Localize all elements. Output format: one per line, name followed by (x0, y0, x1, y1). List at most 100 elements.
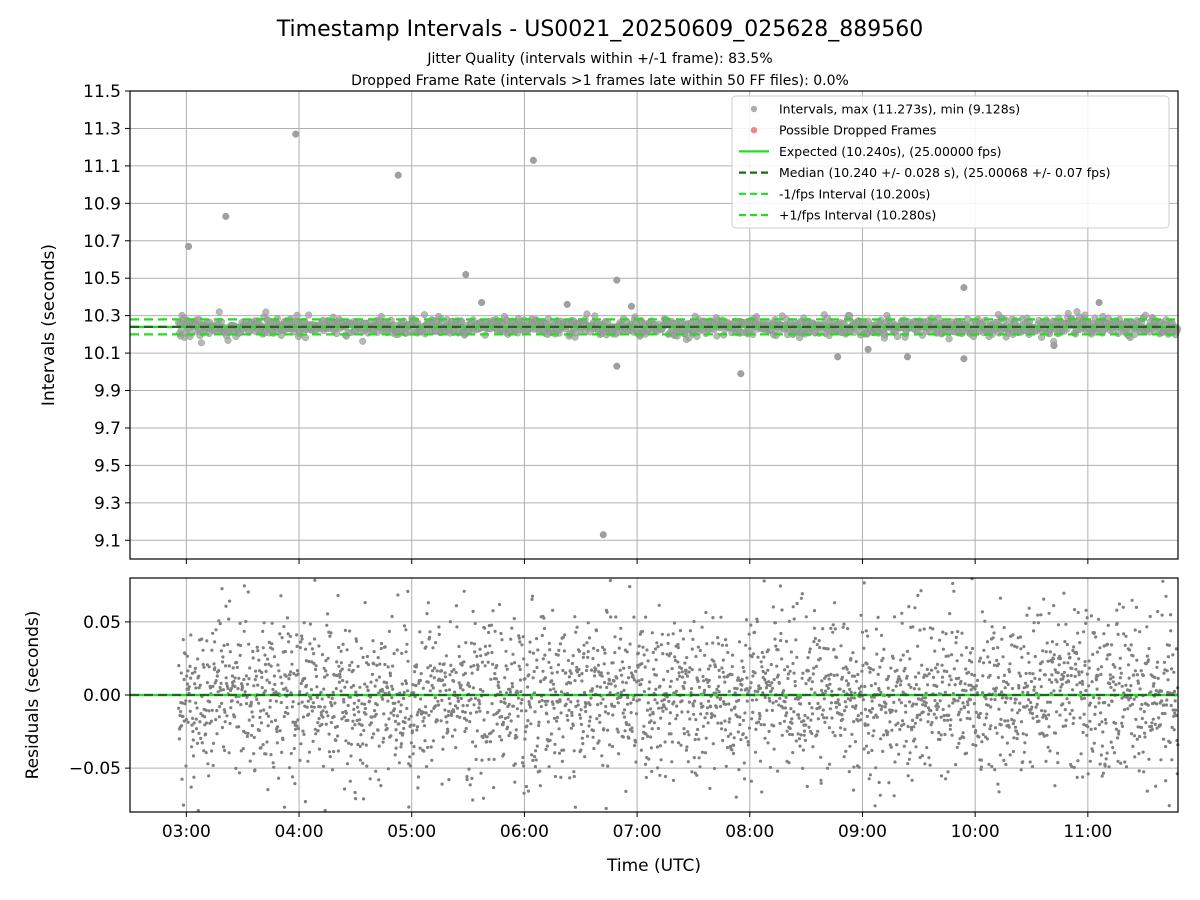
residual-point (939, 715, 943, 719)
residual-point (705, 706, 710, 710)
residual-point (1056, 623, 1061, 627)
residual-point (637, 698, 642, 702)
residual-point (462, 660, 466, 664)
residual-point (572, 770, 576, 774)
residual-point (350, 660, 354, 664)
residual-point (930, 720, 934, 725)
residual-point (334, 738, 338, 743)
residual-point (619, 637, 623, 641)
residual-point (191, 738, 195, 742)
residual-point (241, 747, 245, 751)
residual-point (813, 636, 818, 641)
residual-point (1039, 685, 1043, 689)
residual-point (492, 786, 496, 790)
interval-point (215, 308, 223, 316)
residual-point (330, 768, 335, 772)
residual-point (507, 702, 511, 706)
residual-point (386, 665, 390, 669)
residual-point (585, 734, 590, 738)
residual-point (569, 671, 573, 676)
residual-point (348, 695, 352, 699)
residual-point (1123, 760, 1127, 764)
residual-point (500, 638, 504, 642)
residual-point (583, 755, 587, 759)
residual-point (1128, 696, 1133, 700)
residual-point (919, 589, 923, 593)
residual-point (954, 763, 958, 767)
residual-point (228, 650, 232, 654)
residual-point (510, 685, 515, 689)
residual-point (964, 667, 968, 671)
residual-point (888, 720, 892, 724)
residual-point (776, 673, 780, 677)
residual-point (1028, 671, 1032, 675)
residual-point (370, 736, 374, 740)
residual-point (634, 740, 638, 744)
residual-point (1064, 622, 1068, 626)
residual-point (748, 647, 752, 651)
residual-point (415, 725, 420, 729)
residual-point (247, 677, 251, 681)
residual-point (435, 669, 439, 673)
residual-point (1172, 728, 1176, 732)
residual-point (419, 672, 423, 676)
residual-point (280, 681, 284, 685)
residual-point (852, 765, 856, 769)
residual-point (457, 654, 461, 659)
residual-point (194, 727, 199, 731)
residual-point (996, 675, 1001, 680)
residual-point (993, 726, 998, 730)
residual-point (916, 644, 920, 648)
residual-point (835, 673, 839, 677)
residual-point (809, 718, 813, 722)
residual-point (608, 743, 612, 747)
residual-point (995, 658, 999, 663)
residual-point (456, 696, 460, 700)
residual-point (596, 663, 601, 667)
residual-point (1048, 650, 1052, 654)
residual-point (945, 669, 949, 674)
residual-point (1086, 725, 1090, 729)
residual-point (366, 663, 371, 667)
residual-point (588, 715, 592, 719)
residual-point (552, 706, 556, 710)
residual-point (574, 630, 578, 634)
residual-point (416, 786, 420, 790)
residual-point (535, 665, 539, 670)
residual-point (567, 675, 572, 679)
residual-point (538, 784, 542, 788)
residual-point (701, 724, 706, 728)
residual-point (1075, 775, 1079, 780)
residual-point (783, 706, 788, 710)
residual-point (1081, 775, 1085, 779)
residual-point (611, 661, 615, 665)
residual-point (412, 691, 416, 695)
residual-point (842, 622, 846, 626)
residual-point (721, 658, 725, 662)
residual-point (218, 685, 222, 690)
residual-point (709, 715, 714, 720)
residual-point (547, 641, 551, 645)
residual-point (686, 730, 690, 734)
residual-point (358, 685, 362, 689)
residual-point (739, 738, 743, 742)
residual-point (263, 662, 268, 667)
residual-point (668, 711, 673, 715)
residual-point (766, 668, 770, 672)
residual-point (230, 699, 234, 703)
residual-point (1174, 708, 1178, 712)
residual-point (936, 705, 940, 709)
residual-point (1067, 701, 1071, 705)
residual-point (879, 633, 884, 638)
residual-point (521, 755, 525, 760)
residual-point (988, 660, 992, 664)
residual-point (949, 678, 953, 682)
residual-point (797, 716, 801, 720)
residual-point (376, 728, 380, 732)
residual-point (1169, 703, 1173, 708)
residual-point (329, 631, 333, 635)
residual-point (868, 670, 872, 674)
residual-point (651, 650, 655, 655)
residual-point (842, 709, 847, 713)
residual-point (361, 742, 365, 746)
